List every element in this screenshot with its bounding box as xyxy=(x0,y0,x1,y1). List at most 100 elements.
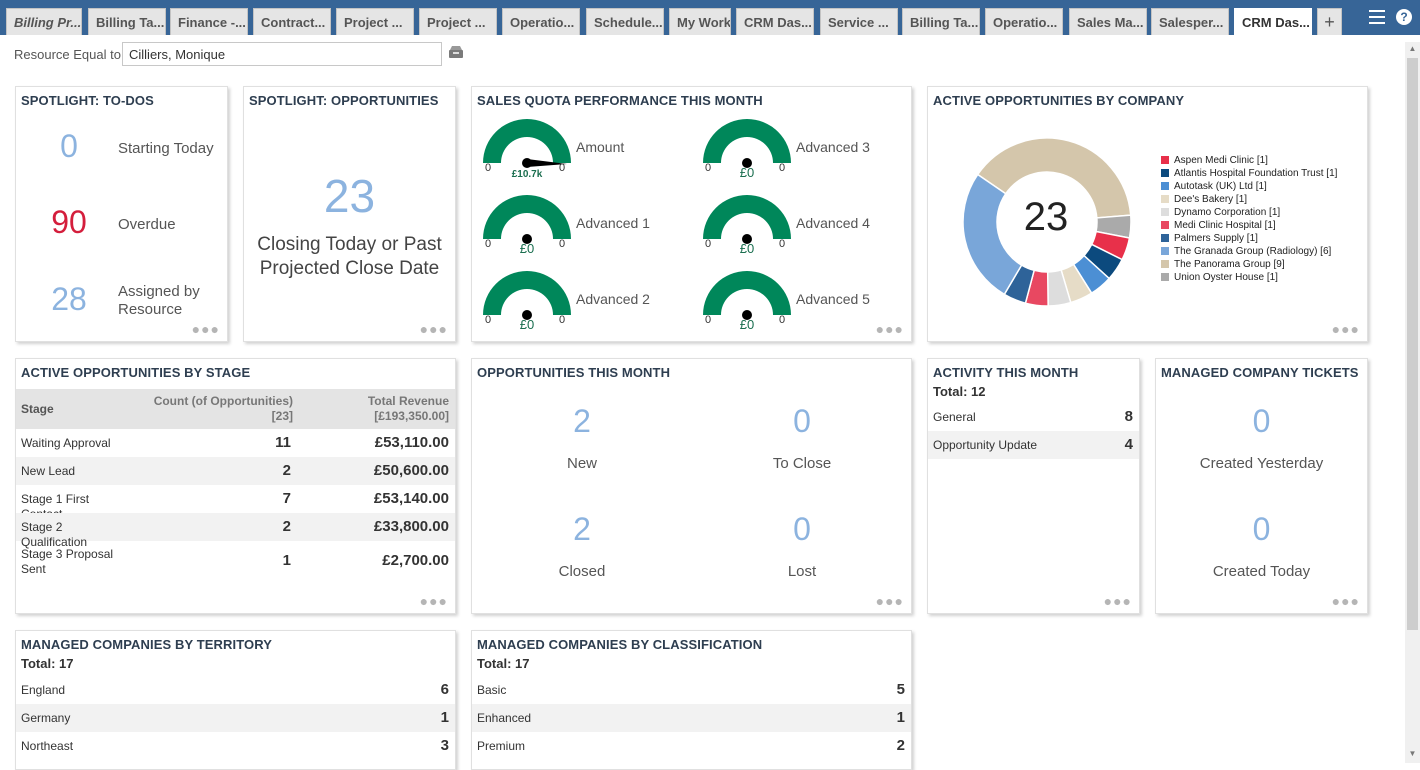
created-yesterday-count[interactable]: 0 xyxy=(1252,403,1271,439)
scroll-thumb[interactable] xyxy=(1407,58,1418,630)
count-cell: 7 xyxy=(282,490,291,507)
more-dots-icon[interactable]: ●●● xyxy=(419,321,448,337)
classification-label: Basic xyxy=(477,683,507,697)
list-item[interactable]: Enhanced 1 xyxy=(472,704,911,732)
tab-project-2[interactable]: Project ... xyxy=(419,8,497,35)
pie-slice[interactable] xyxy=(962,173,1023,296)
list-item[interactable]: General 8 xyxy=(928,403,1139,431)
more-dots-icon[interactable]: ●●● xyxy=(1103,593,1132,609)
stage-column-header[interactable]: Stage xyxy=(21,402,54,416)
quota-gauge[interactable]: Advanced 1 0 0 £0 xyxy=(482,193,702,265)
legend-item[interactable]: Dynamo Corporation [1] xyxy=(1161,207,1280,220)
classification-label: Premium xyxy=(477,739,526,753)
legend-item[interactable]: Autotask (UK) Ltd [1] xyxy=(1161,181,1267,194)
to-close-count[interactable]: 0 xyxy=(793,403,811,439)
legend-item[interactable]: The Panorama Group [9] xyxy=(1161,259,1285,272)
filter-tray-icon[interactable] xyxy=(448,45,464,59)
new-count[interactable]: 2 xyxy=(573,403,591,439)
quota-gauge[interactable]: Advanced 4 0 0 £0 xyxy=(702,193,911,265)
legend-label: Atlantis Hospital Foundation Trust [1] xyxy=(1174,168,1338,179)
tab-schedule[interactable]: Schedule... xyxy=(586,8,664,35)
pie-slice[interactable] xyxy=(976,137,1132,219)
closing-count[interactable]: 23 xyxy=(323,170,376,222)
more-dots-icon[interactable]: ●●● xyxy=(875,593,904,609)
legend-item[interactable]: Union Oyster House [1] xyxy=(1161,272,1278,285)
quota-gauge[interactable]: Advanced 3 0 0 £0 xyxy=(702,117,911,189)
legend-item[interactable]: Medi Clinic Hospital [1] xyxy=(1161,220,1276,233)
tab-billing-pr[interactable]: Billing Pr... xyxy=(6,8,82,35)
legend-swatch xyxy=(1161,273,1169,281)
stage-cell: Waiting Approval xyxy=(21,436,111,450)
overdue-label: Overdue xyxy=(118,216,176,233)
tab-my-work[interactable]: My Work xyxy=(669,8,731,35)
count-column-total: [23] xyxy=(271,409,293,423)
quota-gauge[interactable]: Advanced 2 0 0 £0 xyxy=(482,269,702,341)
quota-gauge[interactable]: Amount 0 0 £10.7k xyxy=(482,117,702,189)
tab-salesperson[interactable]: Salesper... xyxy=(1151,8,1229,35)
widget-title: SALES QUOTA PERFORMANCE THIS MONTH xyxy=(477,93,763,108)
territory-value: 6 xyxy=(440,681,449,698)
closed-count[interactable]: 2 xyxy=(573,511,591,547)
more-dots-icon[interactable]: ●●● xyxy=(419,593,448,609)
revenue-column-header[interactable]: Total Revenue xyxy=(367,394,449,408)
gauge-value: £0 xyxy=(739,165,755,180)
table-row[interactable]: New Lead 2 £50,600.00 xyxy=(16,457,455,485)
count-column-header[interactable]: Count (of Opportunities) xyxy=(153,394,293,408)
legend-item[interactable]: Dee's Bakery [1] xyxy=(1161,194,1247,207)
more-dots-icon[interactable]: ●●● xyxy=(191,321,220,337)
add-tab-button[interactable]: + xyxy=(1317,8,1342,35)
widget-title: MANAGED COMPANIES BY TERRITORY xyxy=(21,637,272,652)
tab-billing-ta-2[interactable]: Billing Ta... xyxy=(902,8,980,35)
list-item[interactable]: Opportunity Update 4 xyxy=(928,431,1139,459)
table-row[interactable]: Stage 3 Proposal Sent 1 £2,700.00 xyxy=(16,541,455,581)
hamburger-menu-icon[interactable] xyxy=(1369,10,1385,24)
closed-label: Closed xyxy=(558,563,606,580)
tab-billing-ta[interactable]: Billing Ta... xyxy=(88,8,166,35)
gauge-min: 0 xyxy=(705,162,712,174)
gauge-dial-icon xyxy=(703,195,791,244)
tab-crm-dashboard-1[interactable]: CRM Das... xyxy=(736,8,814,35)
gauge-label: Advanced 3 xyxy=(796,139,870,155)
list-item[interactable]: Premium 2 xyxy=(472,732,911,760)
help-icon[interactable]: ? xyxy=(1396,9,1412,25)
tab-operations-2[interactable]: Operatio... xyxy=(985,8,1063,35)
created-today-count[interactable]: 0 xyxy=(1252,511,1271,547)
list-item[interactable]: Germany 1 xyxy=(16,704,455,732)
more-dots-icon[interactable]: ●●● xyxy=(875,321,904,337)
legend-item[interactable]: The Granada Group (Radiology) [6] xyxy=(1161,246,1331,259)
tab-operations-1[interactable]: Operatio... xyxy=(502,8,580,35)
territory-label: Germany xyxy=(21,711,71,725)
tab-project-1[interactable]: Project ... xyxy=(336,8,414,35)
classification-value: 5 xyxy=(896,681,905,698)
table-row[interactable]: Stage 1 First Contact7£53,140.00 xyxy=(16,485,455,521)
legend-item[interactable]: Palmers Supply [1] xyxy=(1161,233,1258,246)
tab-service[interactable]: Service ... xyxy=(820,8,898,35)
tab-finance[interactable]: Finance -... xyxy=(170,8,248,35)
scroll-up-arrow-icon[interactable]: ▲ xyxy=(1408,44,1417,53)
list-item[interactable]: Northeast 3 xyxy=(16,732,455,760)
legend-item[interactable]: Atlantis Hospital Foundation Trust [1] xyxy=(1161,168,1337,181)
gauge-value: £0 xyxy=(739,317,755,332)
table-row[interactable]: Stage 2 Qualification 2 £33,800.00 xyxy=(16,513,455,549)
legend-item[interactable]: Aspen Medi Clinic [1] xyxy=(1161,155,1268,168)
list-item[interactable]: Basic 5 xyxy=(472,676,911,704)
assigned-by-resource-count[interactable]: 28 xyxy=(51,281,87,317)
company-donut-chart[interactable] xyxy=(962,137,1132,307)
tab-contract[interactable]: Contract... xyxy=(253,8,331,35)
table-row[interactable]: Waiting Approval 11 £53,110.00 xyxy=(16,429,455,457)
classification-total: Total: 17 xyxy=(477,656,530,671)
vertical-scrollbar[interactable]: ▲ ▼ xyxy=(1405,42,1420,763)
lost-count[interactable]: 0 xyxy=(793,511,811,547)
legend-label: The Panorama Group [9] xyxy=(1174,259,1285,270)
scroll-down-arrow-icon[interactable]: ▼ xyxy=(1408,749,1417,758)
tab-crm-dashboard-active[interactable]: CRM Das... xyxy=(1234,8,1312,35)
list-item[interactable]: England 6 xyxy=(16,676,455,704)
more-dots-icon[interactable]: ●●● xyxy=(1331,593,1360,609)
quota-gauge[interactable]: Advanced 5 0 0 £0 xyxy=(702,269,911,341)
more-dots-icon[interactable]: ●●● xyxy=(1331,321,1360,337)
resource-filter-input[interactable] xyxy=(122,42,442,66)
gauge-max: 0 xyxy=(779,238,786,250)
tab-sales-manager[interactable]: Sales Ma... xyxy=(1069,8,1147,35)
starting-today-count[interactable]: 0 xyxy=(60,128,78,164)
overdue-count[interactable]: 90 xyxy=(51,204,87,240)
